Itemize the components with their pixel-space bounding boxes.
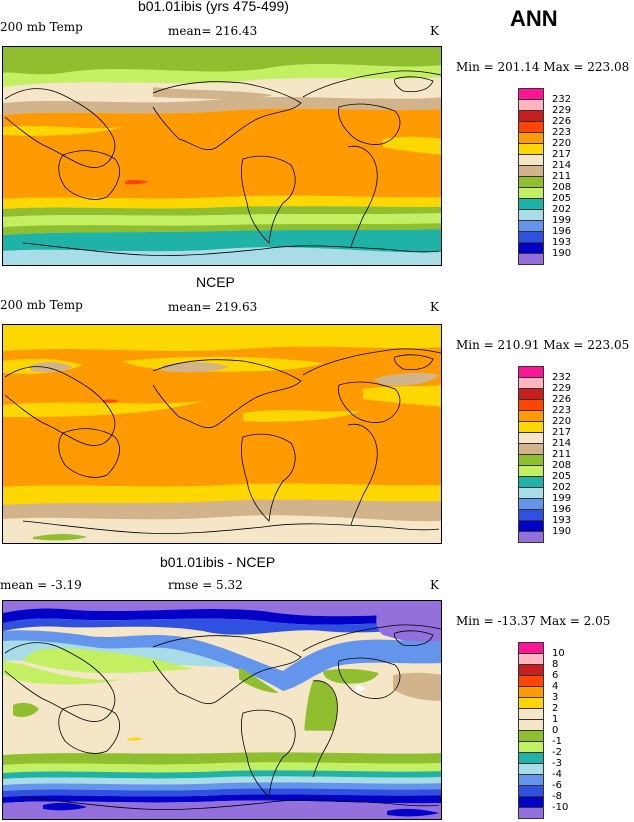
panel1-map (2, 46, 442, 266)
panel3-legend-swatch (518, 807, 544, 819)
panel1-units-label: K (430, 24, 439, 38)
panel3-legend-label: -3 (552, 758, 562, 769)
panel3-legend-label: 1 (552, 714, 559, 725)
panel3-rmse-label: rmse = 5.32 (168, 578, 243, 592)
panel3-legend-label: -4 (552, 769, 562, 780)
panel1-legend-label: 208 (552, 182, 572, 193)
panel2-legend-label: 193 (552, 515, 572, 526)
panel3-legend-label: -10 (552, 802, 569, 813)
season-label: ANN (510, 6, 558, 31)
panel3-legend-label: 2 (552, 703, 559, 714)
panel2-legend-label: 205 (552, 471, 572, 482)
panel1-variable-label: 200 mb Temp (0, 20, 83, 34)
panel3-mean-label: mean = -3.19 (0, 578, 82, 592)
panel3-legend-label: 10 (552, 648, 565, 659)
panel2-legend-swatch (518, 531, 544, 543)
panel3-legend-label: -6 (552, 780, 562, 791)
panel2-legend-label: 190 (552, 526, 572, 537)
panel1-legend-label: 211 (552, 171, 572, 182)
panel3-legend-label: 8 (552, 659, 559, 670)
panel1-legend-label: 202 (552, 204, 572, 215)
panel2-legend-label: 202 (552, 482, 572, 493)
panel1-title: b01.01ibis (yrs 475-499) (138, 0, 289, 14)
panel1-legend-label: 229 (552, 105, 572, 116)
panel2-legend-label: 199 (552, 493, 572, 504)
panel1-legend-label: 217 (552, 149, 572, 160)
panel1-legend-label: 190 (552, 248, 572, 259)
panel3-title: b01.01ibis - NCEP (160, 554, 276, 570)
panel1-mean-label: mean= 216.43 (168, 24, 258, 38)
panel2-min-max: Min = 210.91 Max = 223.05 (456, 338, 630, 352)
panel3-legend-label: -2 (552, 747, 562, 758)
panel1-legend-label: 214 (552, 160, 572, 171)
panel1-legend-label: 220 (552, 138, 572, 149)
panel3-min-max: Min = -13.37 Max = 2.05 (456, 614, 611, 628)
panel2-legend-label: 229 (552, 383, 572, 394)
panel1-legend-label: 226 (552, 116, 572, 127)
panel2-legend-label: 226 (552, 394, 572, 405)
panel1-contour-field (3, 47, 441, 265)
panel1-legend-swatch (518, 253, 544, 265)
panel3-legend-label: -1 (552, 736, 562, 747)
panel3-legend-label: 0 (552, 725, 559, 736)
panel2-legend-label: 196 (552, 504, 572, 515)
panel3-legend-label: 3 (552, 692, 559, 703)
panel2-legend-label: 211 (552, 449, 572, 460)
panel1-legend-label: 205 (552, 193, 572, 204)
panel3-units-label: K (430, 578, 439, 592)
panel2-mean-label: mean= 219.63 (168, 300, 258, 314)
panel3-legend-label: -8 (552, 791, 562, 802)
panel3-contour-field (3, 601, 441, 819)
panel2-title: NCEP (196, 274, 235, 290)
panel2-legend-label: 223 (552, 405, 572, 416)
panel2-contour-field (3, 325, 441, 543)
panel2-legend-label: 214 (552, 438, 572, 449)
panel2-legend-label: 232 (552, 372, 572, 383)
panel2-legend-label: 217 (552, 427, 572, 438)
panel1-legend-label: 232 (552, 94, 572, 105)
panel2-units-label: K (430, 300, 439, 314)
panel2-map (2, 324, 442, 544)
panel3-map (2, 600, 442, 820)
panel3-legend-label: 4 (552, 681, 559, 692)
panel2-legend-label: 208 (552, 460, 572, 471)
panel1-legend-label: 223 (552, 127, 572, 138)
panel3-legend-label: 6 (552, 670, 559, 681)
panel1-legend-label: 196 (552, 226, 572, 237)
panel1-legend-label: 193 (552, 237, 572, 248)
panel1-min-max: Min = 201.14 Max = 223.08 (456, 60, 630, 74)
panel1-legend-label: 199 (552, 215, 572, 226)
panel2-variable-label: 200 mb Temp (0, 298, 83, 312)
panel2-legend-label: 220 (552, 416, 572, 427)
